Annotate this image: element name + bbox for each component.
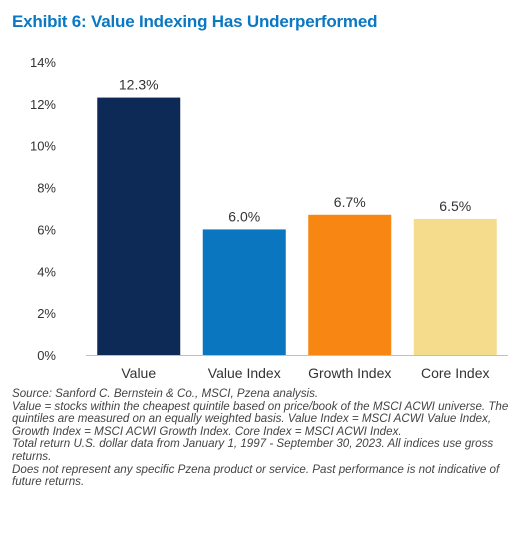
bars: 12.3% 6.0% 6.7% 6.5%	[97, 77, 497, 355]
x-category-label: Value Index	[208, 365, 281, 381]
footnote-disclaimer: Does not represent any specific Pzena pr…	[12, 462, 500, 489]
y-tick-label: 2%	[37, 306, 56, 321]
bar-value-label: 6.7%	[334, 194, 366, 210]
bar-core-index	[413, 218, 497, 355]
y-tick-label: 10%	[30, 139, 56, 154]
bar-value-label: 6.5%	[439, 198, 471, 214]
y-tick-label: 12%	[30, 97, 56, 112]
x-axis-labels: Value Value Index Growth Index Core Index	[121, 365, 489, 381]
x-category-label: Value	[121, 365, 156, 381]
x-category-label: Growth Index	[308, 365, 391, 381]
y-tick-label: 14%	[30, 55, 56, 70]
footnote-period: Total return U.S. dollar data from Janua…	[12, 437, 494, 463]
x-category-label: Core Index	[421, 365, 489, 381]
chart-title: Exhibit 6: Value Indexing Has Underperfo…	[12, 12, 378, 31]
bar-chart: 0% 2% 4% 6% 8% 10% 12% 14% 12.3% 6.0% 6.7% 6.5% Va…	[30, 55, 508, 381]
bar-value	[97, 97, 181, 355]
footnote-source: Source: Sanford C. Bernstein & Co., MSCI…	[12, 387, 319, 400]
footnotes: Source: Sanford C. Bernstein & Co., MSCI…	[12, 387, 520, 489]
bar-growth-index	[308, 214, 392, 355]
bar-value-index	[202, 229, 286, 355]
bar-value-label: 6.0%	[228, 208, 260, 224]
footnote-definitions: Value = stocks within the cheapest quint…	[12, 399, 509, 438]
y-tick-label: 6%	[37, 222, 56, 237]
y-tick-label: 8%	[37, 181, 56, 196]
y-axis-ticks: 0% 2% 4% 6% 8% 10% 12% 14%	[30, 55, 56, 363]
bar-value-label: 12.3%	[119, 77, 159, 93]
y-tick-label: 4%	[37, 264, 56, 279]
y-tick-label: 0%	[37, 348, 56, 363]
